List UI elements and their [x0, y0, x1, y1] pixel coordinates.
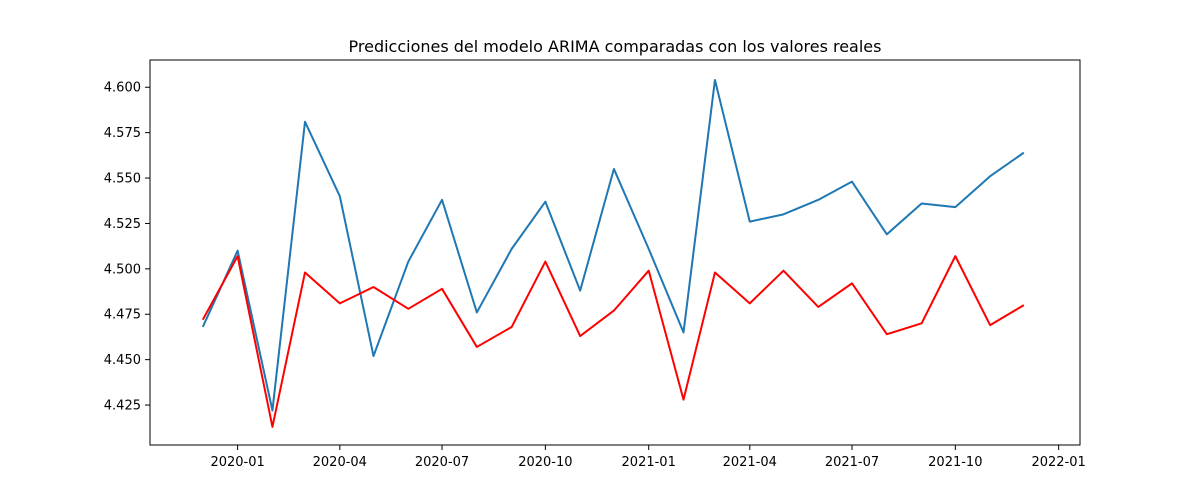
- y-axis: 4.425 4.450 4.475 4.500 4.525 4.550 4.575 4.600: [104, 81, 150, 414]
- x-tick-label: 2020-04: [313, 455, 367, 470]
- series-line-1: [201, 78, 1025, 412]
- x-tick-label: 2020-01: [210, 455, 264, 470]
- x-tick-label: 2021-04: [723, 455, 777, 470]
- x-tick-label: 2022-01: [1031, 455, 1085, 470]
- y-tick-label: 4.500: [104, 262, 141, 277]
- x-axis: 2020-01 2020-04 2020-07 2020-10 2021-01 2021-…: [210, 445, 1086, 470]
- x-tick-label: 2021-10: [928, 455, 982, 470]
- x-tick-label: 2021-07: [825, 455, 879, 470]
- x-tick-label: 2021-01: [622, 455, 676, 470]
- y-tick-label: 4.550: [104, 172, 141, 187]
- series-line-2: [201, 255, 1025, 428]
- y-tick-label: 4.475: [104, 308, 141, 323]
- y-tick-label: 4.575: [104, 126, 141, 141]
- plot-frame: [149, 59, 1081, 446]
- y-tick-label: 4.525: [104, 217, 141, 232]
- plot-lines: [201, 78, 1025, 428]
- chart-title: Predicciones del modelo ARIMA comparadas…: [349, 37, 882, 56]
- y-tick-label: 4.425: [104, 399, 141, 414]
- y-tick-label: 4.450: [104, 353, 141, 368]
- x-tick-label: 2020-07: [415, 455, 469, 470]
- x-tick-label: 2020-10: [518, 455, 572, 470]
- y-tick-label: 4.600: [104, 81, 141, 96]
